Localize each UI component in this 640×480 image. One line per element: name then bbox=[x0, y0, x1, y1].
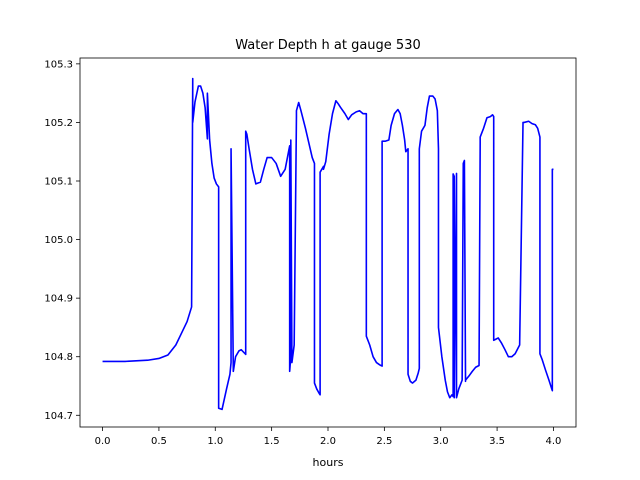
x-tick-label: 4.0 bbox=[546, 436, 562, 447]
series-line-0 bbox=[102, 77, 554, 411]
y-tick-label: 104.8 bbox=[44, 352, 73, 363]
x-tick-label: 1.5 bbox=[264, 436, 280, 447]
y-tick-label: 104.9 bbox=[44, 294, 73, 305]
chart-title: Water Depth h at gauge 530 bbox=[235, 38, 421, 53]
y-tick-label: 105.2 bbox=[44, 118, 73, 129]
x-tick-label: 2.5 bbox=[376, 436, 392, 447]
plot-frame bbox=[79, 57, 577, 428]
x-tick-label: 0.5 bbox=[151, 436, 167, 447]
series-lines bbox=[102, 77, 554, 411]
y-axis: 104.7 104.8 104.9 105.0 105.1 105.2 105.3 bbox=[44, 59, 80, 422]
x-axis-title: hours bbox=[313, 456, 344, 469]
x-tick-label: 3.5 bbox=[489, 436, 505, 447]
x-axis: 0.0 0.5 1.0 1.5 2.0 2.5 3.0 3.5 4.0 bbox=[95, 427, 562, 447]
x-tick-label: 3.0 bbox=[433, 436, 449, 447]
x-tick-label: 0.0 bbox=[95, 436, 111, 447]
y-tick-label: 105.3 bbox=[44, 59, 73, 70]
y-tick-label: 104.7 bbox=[44, 411, 73, 422]
plot-area: 0.0 0.5 1.0 1.5 2.0 2.5 3.0 3.5 4.0 104.7104.810… bbox=[44, 57, 577, 447]
y-tick-label: 105.0 bbox=[44, 235, 73, 246]
y-tick-label: 105.1 bbox=[44, 177, 73, 188]
x-tick-label: 2.0 bbox=[320, 436, 336, 447]
x-tick-label: 1.0 bbox=[207, 436, 223, 447]
